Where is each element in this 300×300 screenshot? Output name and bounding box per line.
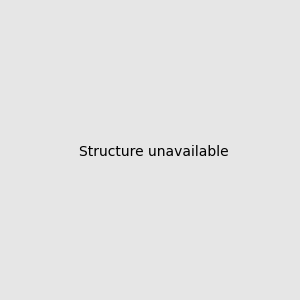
Text: Structure unavailable: Structure unavailable <box>79 145 229 158</box>
